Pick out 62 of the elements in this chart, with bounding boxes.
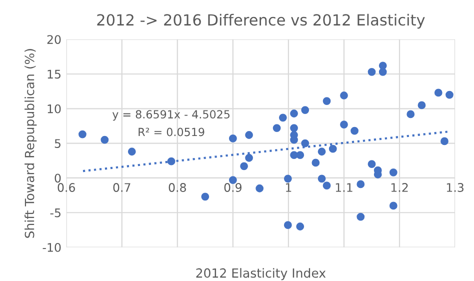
point: [301, 106, 310, 114]
point: [296, 151, 304, 160]
point: [378, 62, 387, 70]
x-tick-label: 1.3: [446, 183, 464, 192]
annotation: R² = 0.0519: [138, 128, 204, 136]
point: [318, 148, 326, 156]
x-tick-label: 1: [286, 183, 292, 192]
point: [272, 124, 281, 132]
point: [201, 192, 210, 201]
point: [446, 90, 454, 99]
point: [389, 202, 398, 210]
x-tick-label: 0.9: [224, 183, 242, 192]
point: [350, 126, 358, 135]
point: [240, 162, 248, 170]
chart-title: 2012 -> 2016 Difference vs 2012 Elasticity: [97, 14, 425, 29]
y-tick-label: 0: [54, 174, 61, 183]
point: [340, 92, 348, 100]
point: [356, 212, 365, 221]
y-tick-label: 5: [54, 139, 60, 148]
point: [312, 158, 320, 167]
point: [378, 68, 387, 76]
point: [296, 222, 304, 230]
point: [368, 68, 376, 76]
y-tick-label: 10: [48, 104, 61, 114]
point: [128, 148, 136, 156]
point: [245, 154, 253, 162]
point: [322, 97, 331, 105]
point: [245, 131, 253, 139]
point: [290, 124, 298, 132]
point: [256, 184, 264, 192]
y-tick-label: 20: [47, 35, 61, 44]
point: [167, 157, 176, 166]
x-tick-label: 0.8: [168, 183, 186, 192]
x-tick-label: 0.7: [113, 183, 130, 192]
point: [228, 134, 237, 142]
point: [434, 88, 442, 97]
point: [284, 174, 292, 183]
point: [328, 144, 337, 153]
point: [440, 137, 448, 146]
point: [318, 174, 326, 183]
x-tick-label: 0.6: [58, 183, 76, 192]
point: [278, 114, 287, 122]
point: [368, 160, 376, 168]
point: [100, 136, 109, 144]
point: [301, 139, 310, 148]
y-tick-label: -10: [42, 243, 61, 252]
point: [322, 182, 331, 190]
y-axis-title: Shift Toward Repupublican (%): [24, 49, 37, 238]
point: [356, 180, 365, 188]
y-tick-label: -5: [50, 208, 60, 218]
point: [340, 120, 348, 129]
point: [418, 101, 426, 110]
point: [284, 221, 292, 230]
point: [290, 110, 298, 118]
point: [406, 110, 415, 118]
x-tick-label: 1.2: [391, 183, 408, 192]
y-tick-label: 15: [48, 70, 60, 79]
x-axis-title: 2012 Elasticity Index: [196, 268, 326, 280]
annotation: y = 8.6591x - 4.5025: [112, 110, 230, 121]
point: [78, 130, 86, 138]
point: [389, 168, 398, 176]
x-tick-label: 1.1: [336, 183, 352, 192]
